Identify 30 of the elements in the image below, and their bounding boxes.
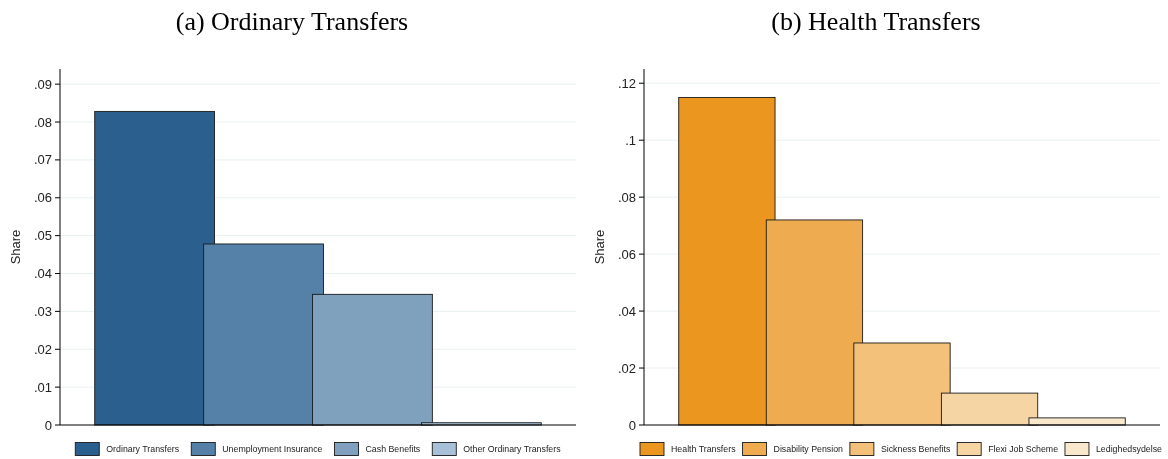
legend-label: Cash Benefits: [365, 444, 421, 455]
y-tick-label: .1: [625, 132, 636, 148]
y-tick-label: .05: [33, 228, 52, 244]
legend-label: Ledighedsydelse: [1095, 444, 1163, 455]
legend-label: Health Transfers: [671, 444, 737, 455]
legend-label: Unemployment Insurance: [222, 444, 323, 455]
legend-label: Disability Pension: [773, 444, 844, 455]
y-tick-label: .08: [33, 114, 52, 130]
y-tick-label: .02: [617, 360, 636, 376]
chart-title: (a) Ordinary Transfers: [175, 7, 409, 36]
y-tick-label: .02: [33, 341, 52, 357]
y-axis-title: Share: [592, 229, 607, 265]
chart-title: (b) Health Transfers: [771, 7, 981, 36]
y-tick-label: .04: [617, 303, 636, 319]
legend-label: Ordinary Transfers: [106, 444, 180, 455]
y-tick-label: .03: [33, 303, 52, 319]
y-tick-label: .04: [33, 266, 52, 282]
y-tick-label: .06: [33, 190, 52, 206]
y-tick-label: 0: [628, 417, 636, 433]
y-axis-title: Share: [8, 229, 23, 265]
legend-label: Flexi Job Scheme: [988, 444, 1059, 455]
y-tick-label: .07: [33, 152, 52, 168]
y-tick-label: .06: [617, 246, 636, 262]
legend-label: Sickness Benefits: [880, 444, 951, 455]
y-tick-label: .09: [33, 76, 52, 92]
y-tick-label: .08: [617, 189, 636, 205]
y-tick-label: .12: [617, 75, 636, 91]
y-tick-label: .01: [33, 379, 52, 395]
y-tick-label: 0: [44, 417, 52, 433]
legend-label: Other Ordinary Transfers: [463, 444, 562, 455]
